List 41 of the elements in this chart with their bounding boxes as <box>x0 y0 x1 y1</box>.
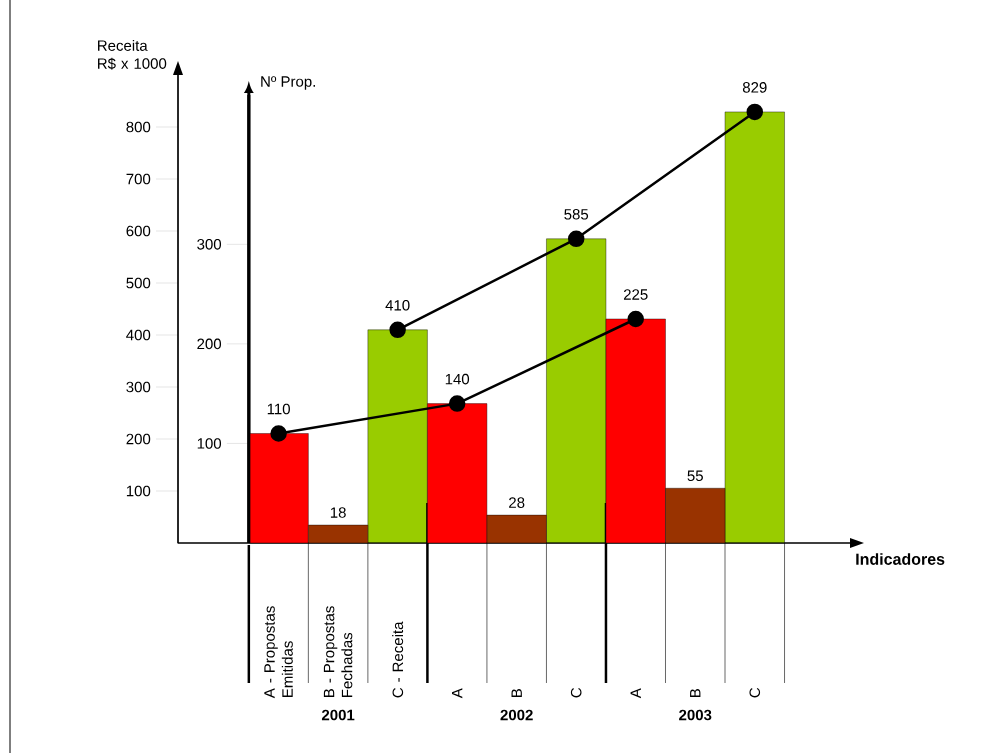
data-label: 225 <box>623 289 648 300</box>
point <box>746 103 764 121</box>
y-tick-label: 400 <box>126 329 151 341</box>
point <box>567 230 585 248</box>
x-axis-title: Indicadores <box>856 553 945 565</box>
data-label: 829 <box>742 82 767 93</box>
y-axis-title: Receita R$ x 1000 <box>98 39 167 70</box>
y2-axis-title: Nº Prop. <box>261 76 315 90</box>
y2-tick-label: 300 <box>197 239 222 250</box>
text: 2002 <box>500 709 533 721</box>
point <box>627 310 644 328</box>
data-label: 18 <box>330 507 346 518</box>
x-tick-label: C <box>570 687 582 698</box>
data-label: 585 <box>564 208 589 220</box>
y-tick-label: 300 <box>126 381 151 393</box>
x-tick-label: C - Receita <box>392 621 404 698</box>
data-label: 410 <box>385 299 410 311</box>
y-tick-label: 100 <box>126 485 151 497</box>
data-label: 110 <box>267 403 290 415</box>
x-tick-label: B - Propostas Fechadas <box>323 606 353 697</box>
x-tick-label: A <box>630 688 641 699</box>
y2-tick-label: 100 <box>197 438 222 449</box>
y-tick-label: 800 <box>126 121 151 133</box>
text: 2001 <box>321 709 355 721</box>
x-tick-label: B <box>511 689 522 697</box>
point <box>270 425 287 442</box>
x-tick-label: A - Propostas Emitidas <box>264 606 293 699</box>
point <box>448 395 466 412</box>
y-tick-label: 700 <box>126 173 151 185</box>
y-tick-label: 600 <box>126 225 151 237</box>
text: 2003 <box>679 709 712 721</box>
y-tick-label: 200 <box>126 433 151 445</box>
y2-tick-label: 200 <box>197 338 222 350</box>
x-tick-label: A <box>452 688 463 699</box>
x-tick-label: B <box>690 689 701 697</box>
point <box>389 321 406 339</box>
y-tick-label: 500 <box>126 277 151 289</box>
x-tick-label: C <box>749 687 761 698</box>
data-label: 55 <box>687 470 703 482</box>
data-label: 140 <box>445 373 470 385</box>
data-label: 28 <box>509 497 525 508</box>
